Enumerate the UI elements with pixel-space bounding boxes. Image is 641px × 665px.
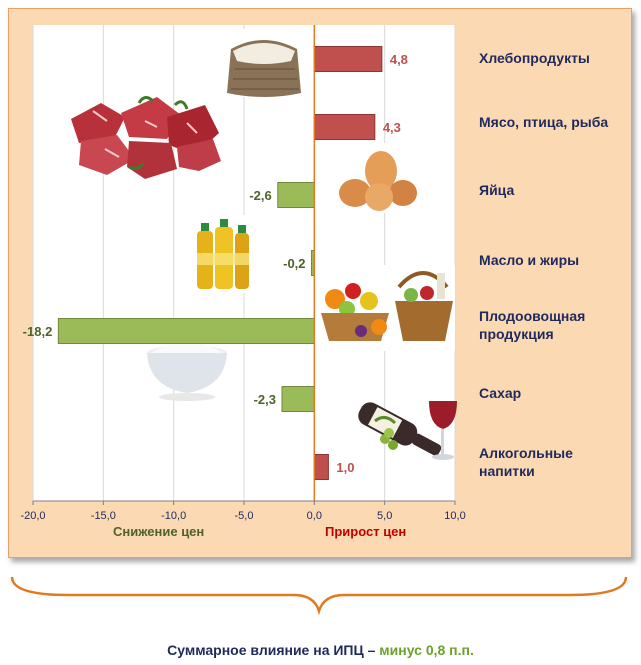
negative-axis-name: Снижение цен: [113, 524, 205, 539]
rice-sack-picture: [223, 29, 303, 97]
x-tick-label: 5,0: [377, 510, 392, 522]
data-label: -0,2: [283, 256, 305, 271]
category-label: Сахар: [479, 385, 522, 401]
summary-line: Суммарное влияние на ИПЦ – минус 0,8 п.п…: [0, 642, 641, 658]
positive-axis-name: Прирост цен: [325, 524, 407, 539]
x-tick-label: -10,0: [161, 510, 186, 522]
data-label: -2,3: [254, 392, 276, 407]
category-label: Хлебопродукты: [479, 50, 590, 66]
oil-bottles-picture: [191, 215, 255, 293]
data-label: 4,8: [390, 52, 408, 67]
summary-prefix: Суммарное влияние на ИПЦ –: [167, 642, 380, 658]
bar: [277, 182, 315, 208]
data-label: 4,3: [383, 120, 401, 135]
summary-highlight: минус 0,8 п.п.: [379, 642, 474, 658]
sugar-bowl-picture: [147, 342, 227, 401]
chart-panel: 4,8 4,3 -2,6 -0,2 -18,2 -2,3 1,0 -20,0 -15,0 -10…: [8, 8, 632, 558]
eggs-picture: [327, 143, 419, 213]
summary-brace: [10, 576, 628, 615]
bar: [313, 454, 329, 480]
x-tick-label: -15,0: [91, 510, 116, 522]
x-tick-label: -20,0: [20, 510, 45, 522]
bar: [281, 386, 315, 412]
bar: [57, 318, 315, 344]
data-label: 1,0: [336, 460, 354, 475]
data-label: -18,2: [23, 324, 53, 339]
wine-bottle-picture: [358, 401, 457, 460]
data-label: -2,6: [249, 188, 271, 203]
category-label: Яйца: [479, 182, 515, 198]
category-label: Плодоовощная продукция: [479, 308, 586, 342]
x-tick-label: -5,0: [235, 510, 254, 522]
x-tick-label: 10,0: [444, 510, 465, 522]
fruit-basket-picture: [315, 265, 455, 351]
bar-chart: 4,8 4,3 -2,6 -0,2 -18,2 -2,3 1,0 -20,0 -15,0 -10…: [20, 25, 466, 522]
category-label: Мясо, птица, рыба: [479, 114, 609, 130]
bar: [313, 46, 383, 72]
raw-meat-picture: [71, 96, 221, 179]
category-label: Алкогольные напитки: [479, 445, 573, 479]
category-label: Масло и жиры: [479, 252, 580, 268]
x-tick-label: 0,0: [307, 510, 322, 522]
bar: [313, 114, 376, 140]
